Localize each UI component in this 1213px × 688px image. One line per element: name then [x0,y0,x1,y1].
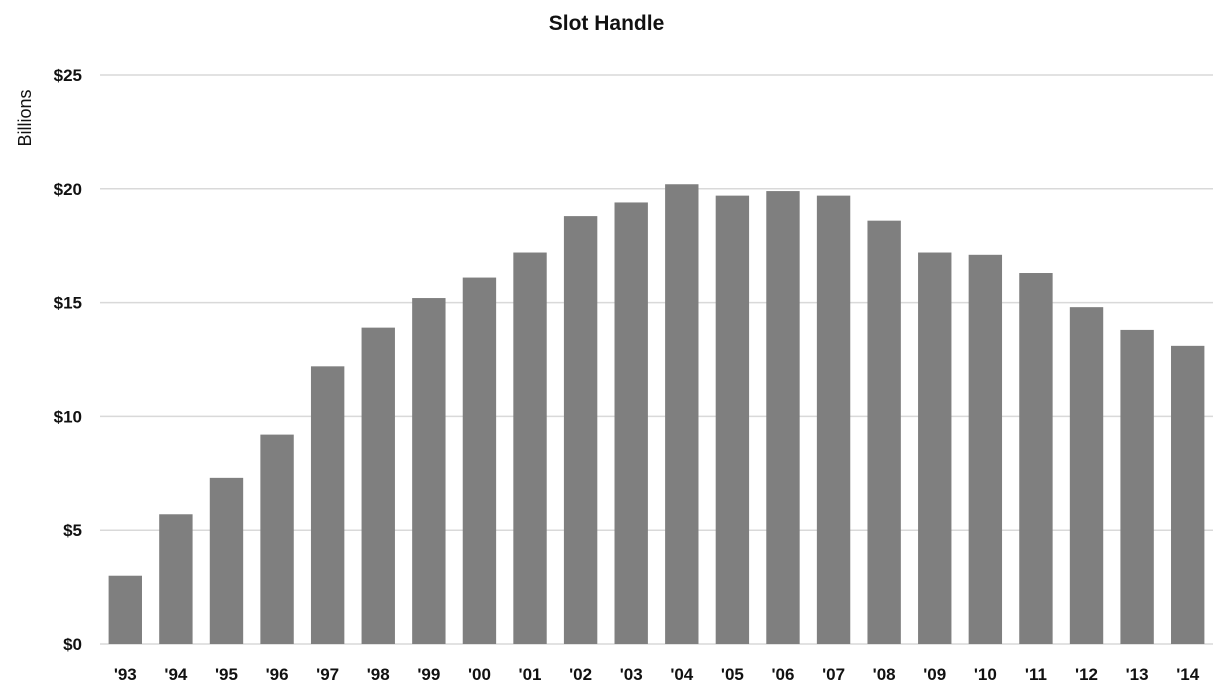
y-tick-label: $20 [54,180,82,199]
y-tick-label: $25 [54,66,82,85]
bar [766,191,800,645]
bar [1171,345,1205,644]
bar [918,252,952,644]
y-axis-ticks: $0 $5 $10 $15 $20 $25 [54,66,82,654]
bar [1120,329,1154,644]
x-tick-label: '99 [417,665,440,684]
y-tick-label: $0 [63,635,82,654]
chart-title: Slot Handle [548,12,665,35]
x-tick-label: '12 [1075,665,1098,684]
bar [867,220,901,644]
y-axis-label: Billions [15,89,35,146]
x-tick-label: '07 [822,665,845,684]
x-tick-label: '06 [772,665,795,684]
bar [412,298,446,644]
bar [816,195,851,645]
bar [665,184,699,645]
x-tick-label: '08 [873,665,896,684]
bar [614,202,648,644]
bar [968,254,1003,644]
bar [159,514,193,644]
bar [108,575,142,644]
bar [715,195,750,645]
x-tick-label: '04 [670,665,693,684]
x-tick-label: '96 [266,665,289,684]
bars [108,184,1205,645]
bar [260,434,294,644]
x-axis-ticks: '93 '94 '95 '96 '97 '98 '99 '00 '01 '02 '03 '04 '05 '… [114,665,1200,684]
bar [209,477,244,644]
bar [1069,307,1104,644]
x-tick-label: '09 [923,665,946,684]
x-tick-label: '03 [620,665,643,684]
bar [1019,273,1053,644]
x-tick-label: '05 [721,665,744,684]
x-tick-label: '01 [519,665,542,684]
x-tick-label: '00 [468,665,491,684]
y-tick-label: $5 [63,521,82,540]
x-tick-label: '13 [1126,665,1149,684]
bar [563,216,598,644]
x-tick-label: '98 [367,665,390,684]
x-tick-label: '11 [1025,665,1047,684]
x-tick-label: '14 [1176,665,1199,684]
x-tick-label: '94 [164,665,187,684]
bar [462,277,497,644]
x-tick-label: '95 [215,665,238,684]
x-tick-label: '10 [974,665,997,684]
x-tick-label: '97 [316,665,339,684]
x-tick-label: '02 [569,665,592,684]
y-tick-label: $15 [54,294,82,313]
x-tick-label: '93 [114,665,137,684]
y-tick-label: $10 [54,407,82,426]
bar [513,252,547,644]
bar [361,327,395,644]
bar [310,366,345,644]
